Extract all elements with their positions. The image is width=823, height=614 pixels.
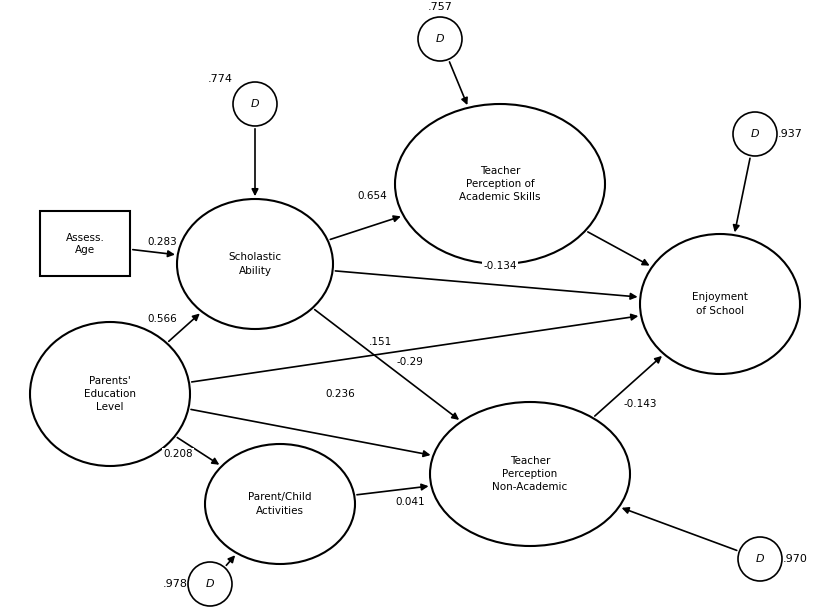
Text: D: D bbox=[251, 99, 259, 109]
Text: 0.236: 0.236 bbox=[325, 389, 355, 399]
Text: D: D bbox=[756, 554, 765, 564]
Circle shape bbox=[733, 112, 777, 156]
Text: Teacher
Perception
Non-Academic: Teacher Perception Non-Academic bbox=[492, 456, 568, 492]
Text: -0.143: -0.143 bbox=[623, 399, 657, 409]
Text: D: D bbox=[435, 34, 444, 44]
Text: Teacher
Perception of
Academic Skills: Teacher Perception of Academic Skills bbox=[459, 166, 541, 202]
Text: Assess.
Age: Assess. Age bbox=[66, 233, 105, 255]
Circle shape bbox=[233, 82, 277, 126]
Text: D: D bbox=[206, 579, 214, 589]
Circle shape bbox=[188, 562, 232, 606]
Text: Enjoyment
of School: Enjoyment of School bbox=[692, 292, 748, 316]
Text: .774: .774 bbox=[207, 74, 233, 84]
Ellipse shape bbox=[205, 444, 355, 564]
Circle shape bbox=[738, 537, 782, 581]
Text: 0.208: 0.208 bbox=[163, 449, 193, 459]
Text: .970: .970 bbox=[783, 554, 807, 564]
Text: .978: .978 bbox=[162, 579, 188, 589]
Text: Parent/Child
Activities: Parent/Child Activities bbox=[249, 492, 312, 516]
Text: 0.654: 0.654 bbox=[357, 191, 387, 201]
Ellipse shape bbox=[30, 322, 190, 466]
Ellipse shape bbox=[640, 234, 800, 374]
Text: -0.134: -0.134 bbox=[483, 261, 517, 271]
Ellipse shape bbox=[430, 402, 630, 546]
Text: Parents'
Education
Level: Parents' Education Level bbox=[84, 376, 136, 412]
Ellipse shape bbox=[177, 199, 333, 329]
Text: .757: .757 bbox=[428, 2, 453, 12]
Text: 0.566: 0.566 bbox=[147, 314, 177, 324]
Text: -0.29: -0.29 bbox=[397, 357, 424, 367]
Circle shape bbox=[418, 17, 462, 61]
Text: 0.041: 0.041 bbox=[395, 497, 425, 507]
FancyBboxPatch shape bbox=[40, 211, 130, 276]
Text: .151: .151 bbox=[369, 337, 392, 347]
Text: D: D bbox=[751, 129, 760, 139]
Text: Scholastic
Ability: Scholastic Ability bbox=[229, 252, 281, 276]
Text: 0.283: 0.283 bbox=[147, 237, 177, 247]
Ellipse shape bbox=[395, 104, 605, 264]
Text: .937: .937 bbox=[778, 129, 802, 139]
